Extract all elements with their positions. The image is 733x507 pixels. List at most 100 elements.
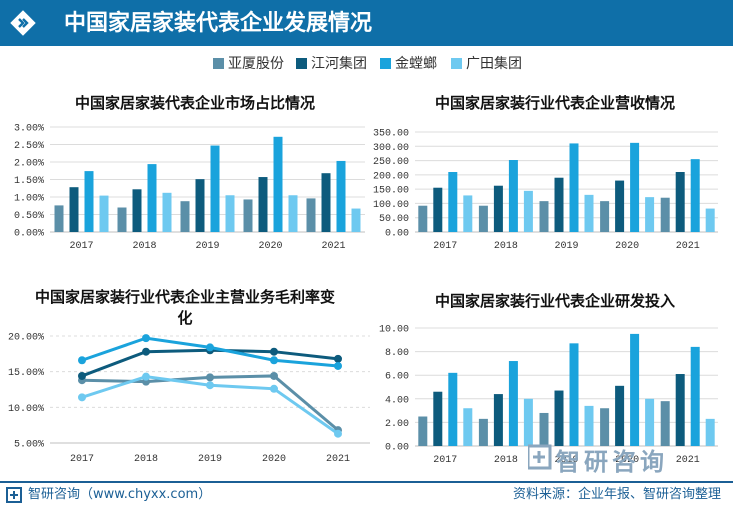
bar <box>539 201 549 232</box>
bar <box>600 201 610 232</box>
x-tick-label: 2021 <box>676 241 700 252</box>
bar <box>615 180 625 232</box>
bar <box>660 401 670 446</box>
x-tick-label: 2021 <box>676 455 700 466</box>
bar <box>630 333 640 446</box>
y-tick-label: 2.50% <box>14 141 44 152</box>
bar <box>478 205 488 232</box>
bar <box>54 205 64 232</box>
bar <box>433 187 443 232</box>
data-point <box>270 384 278 393</box>
x-tick-label: 2017 <box>69 241 93 252</box>
footer-source-brand: 智研咨询（www.chyxx.com） <box>6 485 211 505</box>
bar <box>600 408 610 446</box>
y-tick-label: 300.00 <box>373 143 409 154</box>
bar <box>690 346 700 446</box>
x-tick-label: 2019 <box>195 241 219 252</box>
bar <box>418 205 428 232</box>
title-banner: 中国家居家装代表企业发展情况 <box>0 0 733 46</box>
legend-item: 广田集团 <box>451 52 522 76</box>
y-tick-label: 0.00 <box>385 229 409 240</box>
bar <box>508 160 518 232</box>
bar <box>508 361 518 446</box>
chart-title-revenue: 中国家居家装行业代表企业营收情况 <box>434 94 675 112</box>
footer-brand-text: 智研咨询（www.chyxx.com） <box>28 487 212 502</box>
y-tick-label: 50.00 <box>379 214 409 225</box>
footer-data-source: 资料来源：企业年报、智研咨询整理 <box>512 487 721 502</box>
y-tick-label: 0.00 <box>385 443 409 454</box>
watermark-text: 智研咨询 <box>556 448 668 476</box>
bar <box>225 195 235 232</box>
x-tick-label: 2020 <box>258 241 282 252</box>
chart-title-market-share: 中国家居家装代表企业市场占比情况 <box>74 94 315 112</box>
data-point <box>206 373 214 382</box>
bar <box>645 197 655 232</box>
y-tick-label: 2.00 <box>385 419 409 430</box>
bar <box>162 192 172 232</box>
x-tick-label: 2020 <box>615 455 639 466</box>
data-point <box>206 343 214 352</box>
page-title: 中国家居家装代表企业发展情况 <box>64 10 373 36</box>
data-point <box>334 361 342 370</box>
legend-item: 亚厦股份 <box>213 52 284 76</box>
legend: 亚厦股份 江河集团 金螳螂 广田集团 <box>0 52 733 76</box>
footer-divider <box>0 481 733 483</box>
zhiyan-watermark-logo <box>528 444 552 470</box>
y-tick-label: 5.00% <box>14 440 44 451</box>
bar <box>117 207 127 232</box>
bar <box>584 194 594 232</box>
y-tick-label: 15.00% <box>8 368 44 379</box>
x-tick-label: 2017 <box>433 455 457 466</box>
y-tick-label: 10.00% <box>8 404 44 415</box>
x-tick-label: 2020 <box>262 454 286 465</box>
data-point <box>78 371 86 380</box>
y-tick-label: 10.00 <box>379 325 409 336</box>
y-tick-label: 1.50% <box>14 176 44 187</box>
bar <box>418 416 428 446</box>
x-tick-label: 2018 <box>132 241 156 252</box>
bar <box>645 398 655 446</box>
data-point <box>334 354 342 363</box>
bar <box>243 199 253 232</box>
x-tick-label: 2021 <box>326 454 350 465</box>
data-point <box>270 356 278 365</box>
bar <box>584 405 594 446</box>
bar <box>258 177 268 232</box>
bar <box>351 208 361 232</box>
y-tick-label: 150.00 <box>373 186 409 197</box>
chart-revenue: 0.00 50.00 100.00 150.00 200.00 250.00 300.00 3… <box>373 129 718 252</box>
y-tick-label: 200.00 <box>373 171 409 182</box>
y-tick-label: 100.00 <box>373 200 409 211</box>
bar <box>463 195 473 232</box>
legend-label: 亚厦股份 <box>228 56 284 72</box>
bar <box>569 343 579 446</box>
y-tick-label: 0.00% <box>14 229 44 240</box>
x-tick-label: 2019 <box>198 454 222 465</box>
data-point <box>78 356 86 365</box>
bar <box>84 171 94 232</box>
legend-label: 广田集团 <box>466 56 522 72</box>
x-tick-label: 2020 <box>615 241 639 252</box>
bar <box>306 198 316 232</box>
x-tick-label: 2017 <box>433 241 457 252</box>
x-tick-label: 2018 <box>494 241 518 252</box>
data-point <box>142 372 150 381</box>
bar <box>554 390 564 446</box>
bar <box>523 398 533 446</box>
bar <box>554 177 564 232</box>
y-tick-label: 4.00 <box>385 395 409 406</box>
bar <box>690 159 700 232</box>
bar <box>448 372 458 446</box>
bar <box>493 394 503 446</box>
y-tick-label: 3.00% <box>14 124 44 135</box>
bar <box>615 385 625 446</box>
bar <box>99 195 109 232</box>
data-point <box>270 371 278 380</box>
y-tick-label: 6.00 <box>385 372 409 383</box>
bar <box>180 201 190 232</box>
data-point <box>206 381 214 390</box>
bar <box>675 374 685 446</box>
x-tick-label: 2019 <box>554 241 578 252</box>
bar <box>69 187 79 232</box>
